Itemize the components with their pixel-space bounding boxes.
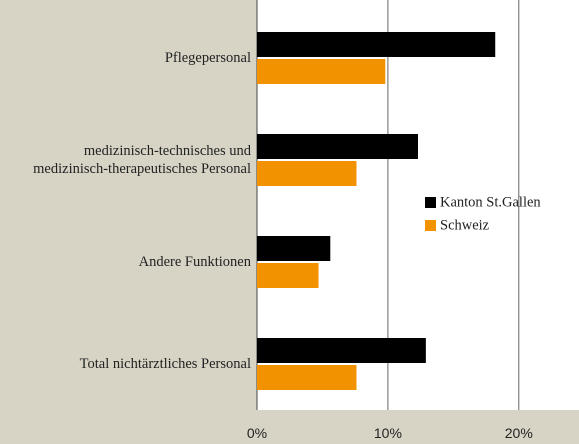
category-label: medizinisch-technisches und medizinisch-… xyxy=(33,143,251,177)
legend-swatch xyxy=(425,220,436,231)
category-label: Pflegepersonal xyxy=(164,50,251,66)
legend-label: Kanton St.Gallen xyxy=(440,194,541,210)
bar xyxy=(257,338,426,363)
legend-swatch xyxy=(425,197,436,208)
x-tick-label: 0% xyxy=(247,425,267,441)
category-label: Total nichtärztliches Personal xyxy=(79,356,251,372)
bar xyxy=(257,263,319,288)
x-tick-label: 10% xyxy=(374,425,402,441)
category-label: Andere Funktionen xyxy=(138,254,251,270)
bar xyxy=(257,161,357,186)
bar xyxy=(257,365,357,390)
bar xyxy=(257,32,496,57)
bar xyxy=(257,134,418,159)
bar xyxy=(257,236,331,261)
legend-label: Schweiz xyxy=(440,217,490,233)
x-tick-label: 20% xyxy=(505,425,533,441)
bar xyxy=(257,59,386,84)
